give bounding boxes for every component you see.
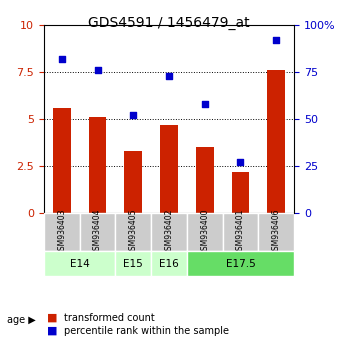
Text: GSM936400: GSM936400 [200,209,209,255]
Text: GSM936404: GSM936404 [93,209,102,255]
Bar [223,213,258,251]
Point [130,113,136,118]
Point [166,73,172,79]
Bar [187,213,223,251]
Bar [80,213,115,251]
Text: E14: E14 [70,258,90,269]
Text: ■: ■ [47,326,58,336]
Text: GSM936405: GSM936405 [129,209,138,255]
Bar [151,213,187,251]
Bar [124,151,142,213]
Bar [44,213,80,251]
Text: age ▶: age ▶ [7,315,35,325]
Bar [258,213,294,251]
Text: percentile rank within the sample: percentile rank within the sample [64,326,229,336]
Bar [232,172,249,213]
Bar [160,125,178,213]
Bar [115,251,151,276]
Text: GSM936406: GSM936406 [272,209,281,255]
Point [273,37,279,43]
Text: GSM936402: GSM936402 [165,209,173,255]
Text: ■: ■ [47,313,58,322]
Text: GDS4591 / 1456479_at: GDS4591 / 1456479_at [88,16,250,30]
Bar [267,70,285,213]
Bar [115,213,151,251]
Bar [187,251,294,276]
Text: E16: E16 [159,258,179,269]
Point [238,160,243,165]
Bar [44,251,115,276]
Text: E17.5: E17.5 [225,258,255,269]
Text: transformed count: transformed count [64,313,155,322]
Text: GSM936401: GSM936401 [236,209,245,255]
Text: E15: E15 [123,258,143,269]
Point [95,67,100,73]
Bar [53,108,71,213]
Bar [89,117,106,213]
Bar [151,251,187,276]
Text: GSM936403: GSM936403 [57,209,66,255]
Point [59,56,65,62]
Point [202,101,208,107]
Bar [196,147,214,213]
